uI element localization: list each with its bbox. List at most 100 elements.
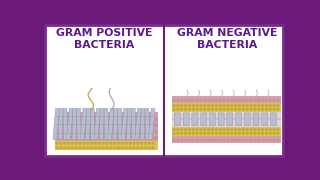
Circle shape — [155, 130, 157, 133]
Circle shape — [200, 105, 202, 106]
Circle shape — [235, 105, 236, 106]
Text: GRAM POSITIVE
BACTERIA: GRAM POSITIVE BACTERIA — [56, 28, 152, 50]
FancyBboxPatch shape — [209, 113, 215, 126]
Circle shape — [265, 99, 268, 101]
Circle shape — [148, 142, 150, 144]
Circle shape — [67, 124, 69, 127]
FancyBboxPatch shape — [174, 113, 180, 126]
Circle shape — [151, 130, 154, 133]
Circle shape — [121, 124, 123, 127]
Circle shape — [238, 139, 241, 141]
Circle shape — [177, 99, 179, 101]
Circle shape — [74, 130, 76, 133]
Circle shape — [109, 118, 111, 121]
FancyBboxPatch shape — [94, 108, 100, 140]
Circle shape — [79, 142, 81, 144]
Circle shape — [132, 118, 134, 121]
Circle shape — [55, 137, 57, 139]
Circle shape — [212, 129, 213, 130]
Circle shape — [223, 105, 225, 106]
Circle shape — [86, 118, 88, 121]
Circle shape — [75, 142, 77, 144]
Circle shape — [101, 118, 104, 121]
Circle shape — [71, 147, 73, 149]
Circle shape — [269, 109, 271, 110]
FancyBboxPatch shape — [135, 108, 141, 140]
Circle shape — [196, 129, 198, 130]
Circle shape — [86, 124, 88, 127]
Circle shape — [122, 142, 123, 144]
Circle shape — [219, 139, 221, 141]
Circle shape — [136, 118, 138, 121]
Circle shape — [261, 139, 264, 141]
Circle shape — [113, 124, 115, 127]
Circle shape — [173, 99, 175, 101]
Circle shape — [273, 99, 275, 101]
Circle shape — [262, 132, 263, 134]
Circle shape — [90, 118, 92, 121]
Circle shape — [219, 129, 221, 130]
Circle shape — [188, 139, 190, 141]
Circle shape — [70, 118, 73, 121]
FancyBboxPatch shape — [140, 108, 145, 140]
Circle shape — [129, 147, 131, 149]
Circle shape — [140, 118, 142, 121]
Circle shape — [68, 147, 69, 149]
Circle shape — [110, 147, 112, 149]
Circle shape — [208, 99, 210, 101]
Circle shape — [208, 109, 210, 110]
Circle shape — [83, 147, 85, 149]
Circle shape — [152, 147, 154, 149]
Circle shape — [185, 139, 187, 141]
Circle shape — [235, 129, 236, 130]
Circle shape — [91, 142, 92, 144]
Circle shape — [277, 132, 279, 134]
Circle shape — [181, 129, 183, 130]
Circle shape — [59, 124, 61, 127]
Circle shape — [180, 139, 183, 141]
Circle shape — [75, 147, 77, 149]
Circle shape — [78, 124, 80, 127]
Circle shape — [231, 132, 233, 134]
Circle shape — [227, 109, 229, 110]
FancyBboxPatch shape — [253, 113, 259, 126]
Circle shape — [113, 137, 115, 139]
Circle shape — [250, 132, 252, 134]
Circle shape — [82, 118, 84, 121]
Circle shape — [136, 124, 138, 127]
Circle shape — [102, 147, 104, 149]
Circle shape — [97, 124, 100, 127]
Circle shape — [133, 142, 135, 144]
Circle shape — [238, 105, 240, 106]
Circle shape — [133, 147, 135, 149]
Circle shape — [109, 137, 111, 139]
Circle shape — [101, 137, 104, 139]
Circle shape — [242, 132, 244, 134]
Circle shape — [242, 129, 244, 130]
Circle shape — [231, 139, 233, 141]
FancyBboxPatch shape — [236, 113, 242, 126]
Circle shape — [124, 124, 127, 127]
FancyBboxPatch shape — [126, 108, 132, 140]
Circle shape — [250, 99, 252, 101]
Circle shape — [121, 137, 123, 139]
Circle shape — [231, 99, 233, 101]
FancyBboxPatch shape — [72, 108, 77, 140]
Circle shape — [59, 118, 61, 121]
Circle shape — [269, 105, 271, 106]
Circle shape — [204, 99, 206, 101]
Circle shape — [63, 118, 65, 121]
Circle shape — [118, 147, 119, 149]
Bar — [172, 112, 281, 127]
Circle shape — [90, 124, 92, 127]
Circle shape — [86, 130, 88, 133]
Circle shape — [109, 124, 111, 127]
Circle shape — [266, 129, 267, 130]
Circle shape — [277, 99, 279, 101]
Circle shape — [242, 105, 244, 106]
Circle shape — [266, 109, 267, 110]
Circle shape — [90, 137, 92, 139]
Circle shape — [67, 130, 69, 133]
Circle shape — [144, 118, 146, 121]
Circle shape — [102, 142, 104, 144]
